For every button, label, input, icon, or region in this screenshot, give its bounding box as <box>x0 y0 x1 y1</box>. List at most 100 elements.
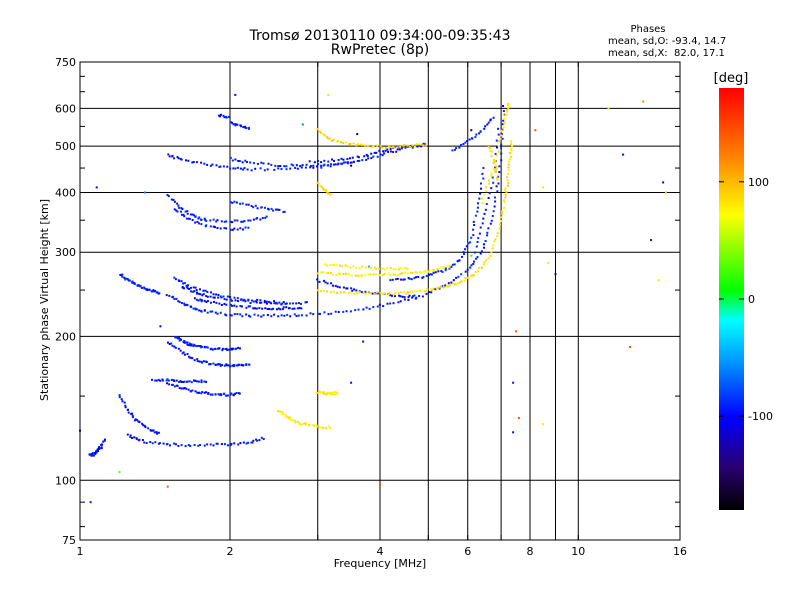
data-point <box>389 150 392 153</box>
data-point <box>399 295 402 298</box>
data-point <box>292 164 295 167</box>
data-point <box>215 442 218 445</box>
data-point <box>211 348 214 351</box>
data-point <box>421 276 424 279</box>
data-point <box>219 295 222 298</box>
data-point <box>465 245 468 248</box>
data-point <box>342 158 345 161</box>
data-point <box>297 302 300 305</box>
data-point <box>472 234 475 237</box>
data-point <box>205 220 208 222</box>
data-point <box>219 311 222 314</box>
data-point <box>203 162 206 165</box>
data-point <box>317 312 320 315</box>
data-point <box>394 292 397 294</box>
data-point <box>267 162 270 165</box>
data-point <box>422 275 425 278</box>
data-point <box>326 264 329 267</box>
data-point <box>223 116 226 119</box>
data-point <box>453 148 456 151</box>
y-tick-label: 100 <box>55 474 76 487</box>
data-point <box>203 346 206 349</box>
data-point <box>243 167 246 170</box>
data-point <box>176 210 179 213</box>
y-tick-label: 75 <box>62 534 76 547</box>
data-point <box>280 314 283 317</box>
data-point <box>294 166 297 169</box>
data-point <box>260 436 263 439</box>
data-point <box>248 305 251 308</box>
data-point <box>483 127 486 130</box>
data-point <box>229 296 231 298</box>
data-point <box>332 284 334 287</box>
data-point <box>373 266 376 269</box>
data-point <box>413 277 416 280</box>
data-point <box>196 360 199 363</box>
data-point <box>255 301 258 304</box>
data-point <box>496 190 499 193</box>
data-point <box>230 314 233 317</box>
data-point <box>230 220 232 223</box>
data-point <box>496 174 499 177</box>
data-point <box>238 160 241 162</box>
data-point <box>338 286 341 289</box>
data-point <box>451 263 454 266</box>
data-point <box>172 198 175 201</box>
data-point <box>247 305 250 308</box>
data-point <box>247 226 250 229</box>
data-point <box>367 144 370 147</box>
data-point <box>346 162 349 165</box>
data-point <box>292 419 294 421</box>
data-point <box>278 208 281 211</box>
data-point <box>219 364 222 367</box>
data-point <box>278 301 281 304</box>
data-point <box>220 220 223 223</box>
data-point <box>196 345 199 348</box>
data-point <box>301 123 304 126</box>
data-point <box>205 346 208 349</box>
data-point <box>323 189 326 191</box>
data-point <box>327 160 330 163</box>
data-point <box>294 419 297 422</box>
data-point <box>200 345 203 348</box>
data-point <box>324 281 327 284</box>
data-point <box>409 271 412 274</box>
data-point <box>191 389 194 392</box>
data-point <box>323 163 326 166</box>
data-point <box>400 147 403 150</box>
data-point <box>191 357 194 360</box>
data-point <box>281 308 284 311</box>
data-point <box>185 217 188 220</box>
data-point <box>315 424 318 427</box>
data-point <box>394 278 397 281</box>
data-point <box>267 208 270 211</box>
data-point <box>205 301 208 304</box>
data-point <box>300 423 303 426</box>
data-point <box>283 210 286 213</box>
data-point <box>102 440 105 443</box>
data-point <box>258 439 261 442</box>
stats-line-x: mean, sd,X: 82.0, 17.1 <box>608 48 725 59</box>
data-point <box>239 442 242 445</box>
data-point <box>329 272 332 274</box>
data-point <box>283 314 286 317</box>
data-point <box>305 301 308 304</box>
data-point <box>504 196 507 199</box>
data-point <box>189 445 192 447</box>
data-point <box>192 307 195 310</box>
data-point <box>410 144 412 147</box>
data-point <box>327 93 330 96</box>
data-point <box>504 187 507 190</box>
data-point <box>229 393 232 396</box>
data-point <box>490 251 493 254</box>
data-point <box>309 312 312 315</box>
data-point <box>492 244 495 247</box>
data-point <box>256 162 259 165</box>
data-point <box>166 378 169 381</box>
data-point <box>226 348 229 351</box>
data-point <box>220 304 223 306</box>
data-point <box>220 443 223 445</box>
data-point <box>251 299 253 302</box>
data-point <box>494 159 497 162</box>
data-point <box>209 219 212 222</box>
